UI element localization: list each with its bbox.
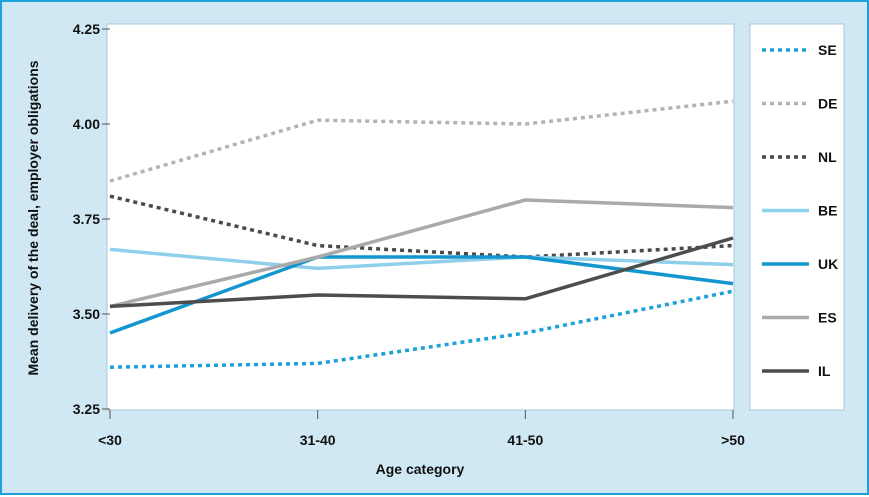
x-axis-title: Age category (376, 461, 465, 477)
legend-label-be: BE (818, 203, 837, 219)
series-line-nl (109, 194, 734, 259)
y-axis: 3.25 3.50 3.75 4.00 4.25 (73, 21, 110, 417)
legend-label-de: DE (818, 96, 837, 112)
x-tick-label: 31-40 (300, 432, 336, 448)
series-line-se (109, 289, 734, 369)
plot-area (106, 23, 735, 411)
legend-label-il: IL (818, 363, 831, 379)
series-line-de (109, 99, 734, 183)
y-tick-label: 3.75 (73, 211, 100, 227)
x-tick-label: <30 (98, 432, 122, 448)
series-layer (109, 99, 734, 369)
x-axis: <30 31-40 41-50 >50 (98, 410, 745, 448)
series-line-es (109, 198, 734, 309)
x-tick-label: >50 (721, 432, 745, 448)
legend-label-nl: NL (818, 149, 837, 165)
legend (749, 23, 845, 411)
y-axis-title: Mean delivery of the deal, employer obli… (25, 60, 41, 375)
y-tick-label: 3.50 (73, 306, 100, 322)
y-tick-label: 3.25 (73, 401, 100, 417)
x-tick-label: 41-50 (507, 432, 543, 448)
series-line-be (109, 247, 734, 271)
series-line-il (109, 236, 734, 309)
legend-label-es: ES (818, 310, 837, 326)
legend-items: SE DE NL BE UK ES IL (762, 42, 838, 379)
y-tick-label: 4.00 (73, 116, 100, 132)
series-line-uk (109, 255, 734, 335)
y-tick-label: 4.25 (73, 21, 100, 37)
legend-label-se: SE (818, 42, 837, 58)
legend-label-uk: UK (818, 256, 838, 272)
